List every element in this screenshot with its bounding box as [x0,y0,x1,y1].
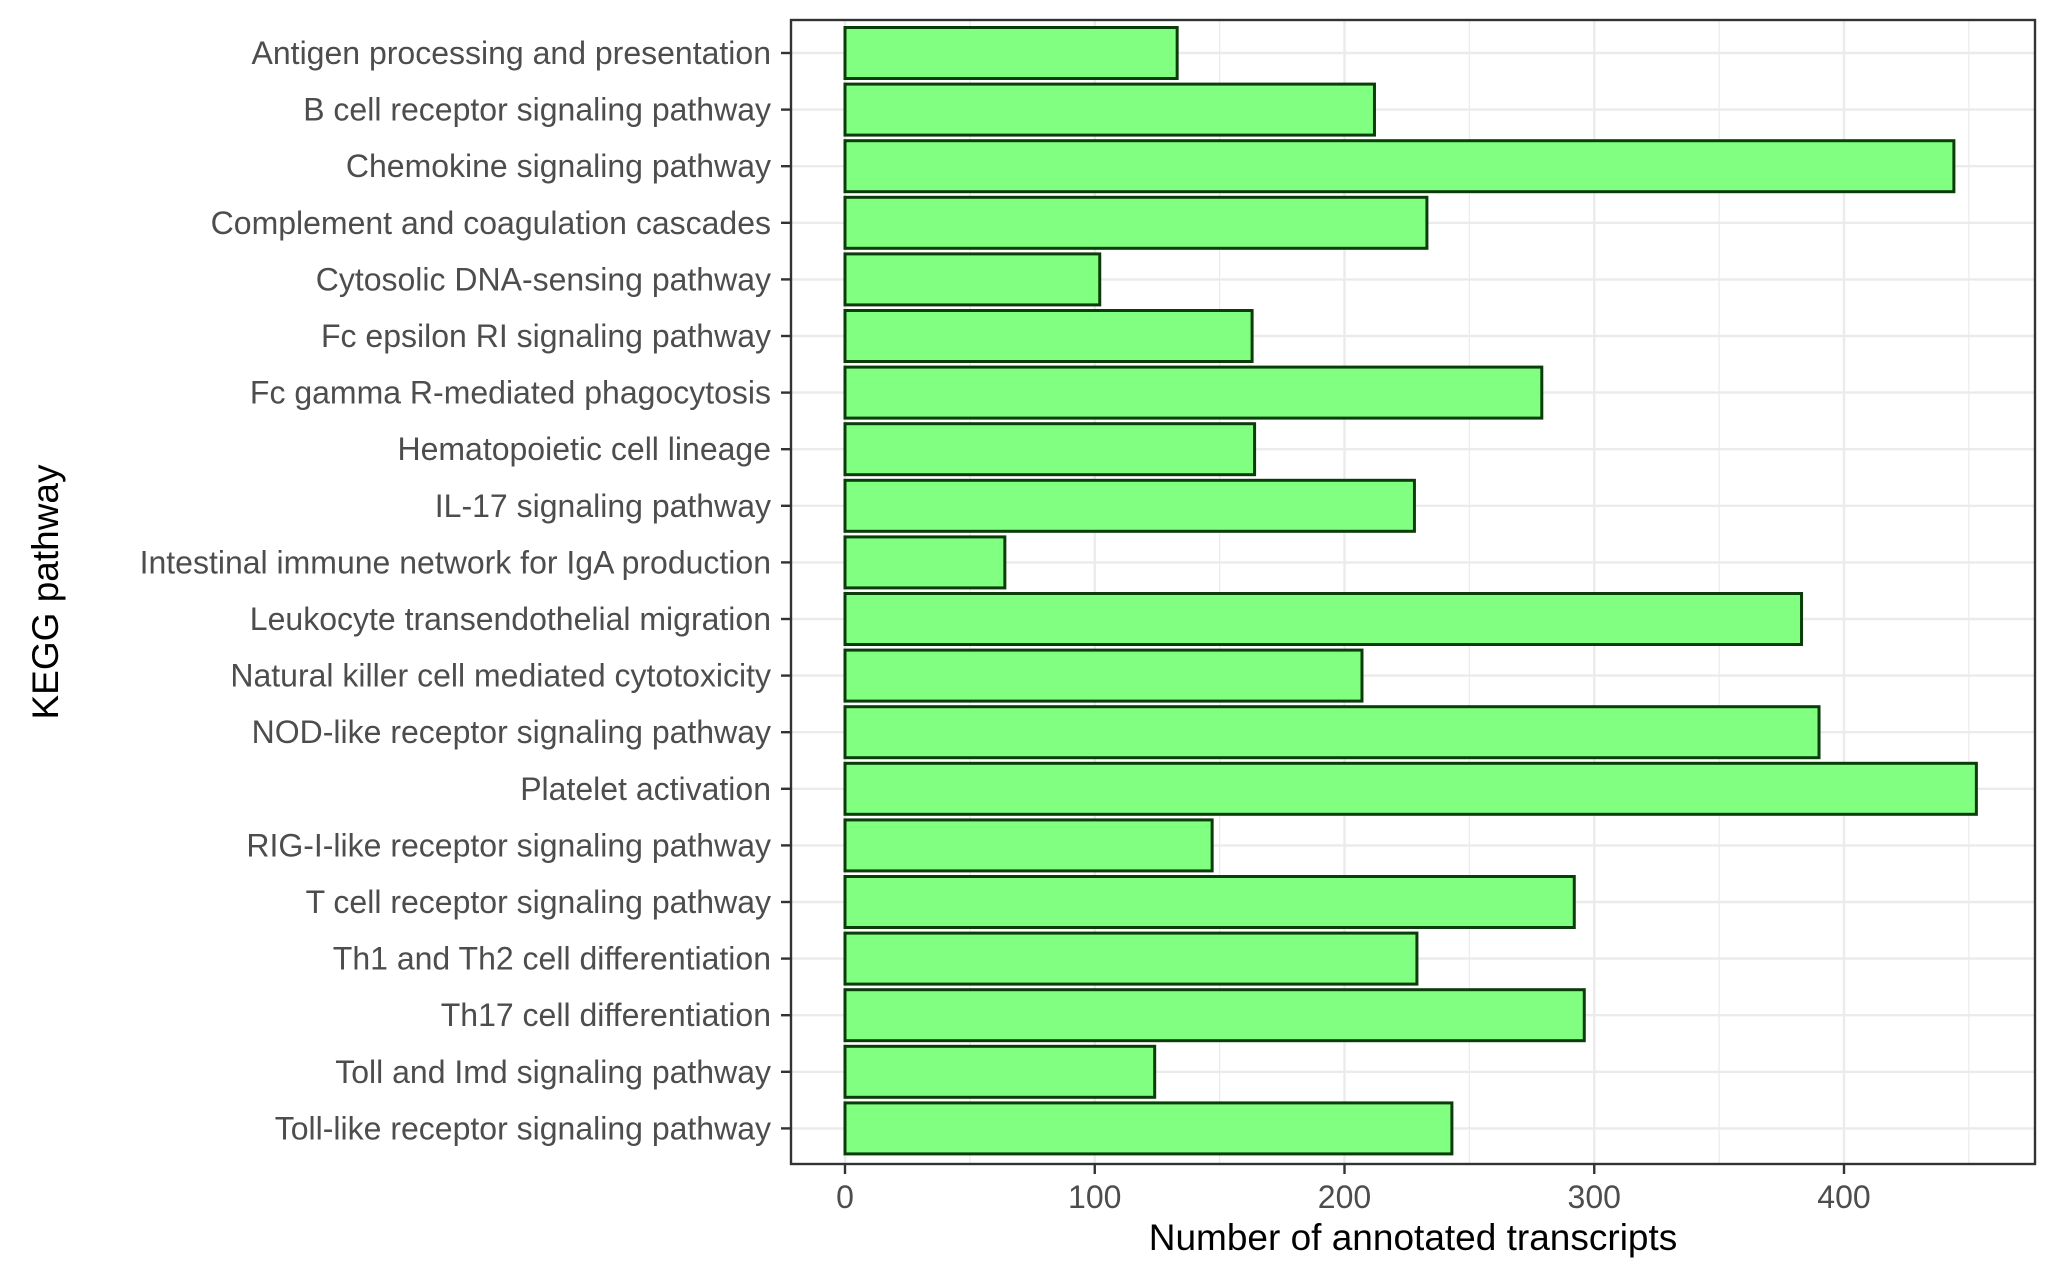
bar [843,1044,1157,1099]
bar [843,82,1376,137]
category-label: Complement and coagulation cascades [211,205,771,241]
bar [843,761,1978,816]
bar [843,818,1214,873]
category-label: Chemokine signaling pathway [346,148,771,184]
category-label: Fc epsilon RI signaling pathway [321,318,771,354]
category-label: Toll-like receptor signaling pathway [275,1110,771,1146]
bar [843,422,1257,477]
bar [843,1101,1454,1156]
x-tick-label: 0 [836,1179,854,1215]
panel-border [789,18,2037,1166]
category-label: Th17 cell differentiation [441,997,771,1033]
label-layer: Antigen processing and presentation B cel… [140,35,1871,1215]
bar [843,988,1586,1043]
bar [843,309,1254,363]
x-tick-label: 200 [1318,1179,1371,1215]
x-axis-title: Number of annotated transcripts [1149,1217,1678,1258]
category-label: T cell receptor signaling pathway [306,884,771,920]
category-label: Fc gamma R-mediated phagocytosis [250,375,771,411]
bar [843,648,1364,703]
bar [843,705,1821,760]
y-axis-title: KEGG pathway [25,464,66,720]
bar [843,931,1419,986]
category-label: Toll and Imd signaling pathway [335,1054,771,1090]
category-label: Natural killer cell mediated cytotoxicit… [230,658,771,694]
bar [843,875,1576,929]
bar [843,592,1804,646]
bar [843,26,1179,80]
category-label: Leukocyte transendothelial migration [250,601,771,637]
category-label: Cytosolic DNA-sensing pathway [316,261,771,297]
category-label: Platelet activation [520,771,771,807]
category-label: Th1 and Th2 cell differentiation [333,941,771,977]
bar [843,252,1102,307]
category-label: RIG-I-like receptor signaling pathway [246,827,771,863]
category-label: IL-17 signaling pathway [435,488,771,524]
x-tick-label: 400 [1817,1179,1870,1215]
category-label: Intestinal immune network for IgA produc… [140,544,771,580]
x-tick-label: 300 [1568,1179,1621,1215]
x-tick-label: 100 [1068,1179,1121,1215]
bar [843,195,1429,250]
bar [843,478,1416,533]
bar [843,535,1007,590]
bar [843,139,1956,194]
category-label: NOD-like receptor signaling pathway [252,714,771,750]
category-label: B cell receptor signaling pathway [303,92,771,128]
bar-layer [843,26,1978,1156]
category-label: Antigen processing and presentation [252,35,771,71]
bar [843,365,1544,420]
tick-layer [781,51,1846,1174]
category-label: Hematopoietic cell lineage [397,431,771,467]
